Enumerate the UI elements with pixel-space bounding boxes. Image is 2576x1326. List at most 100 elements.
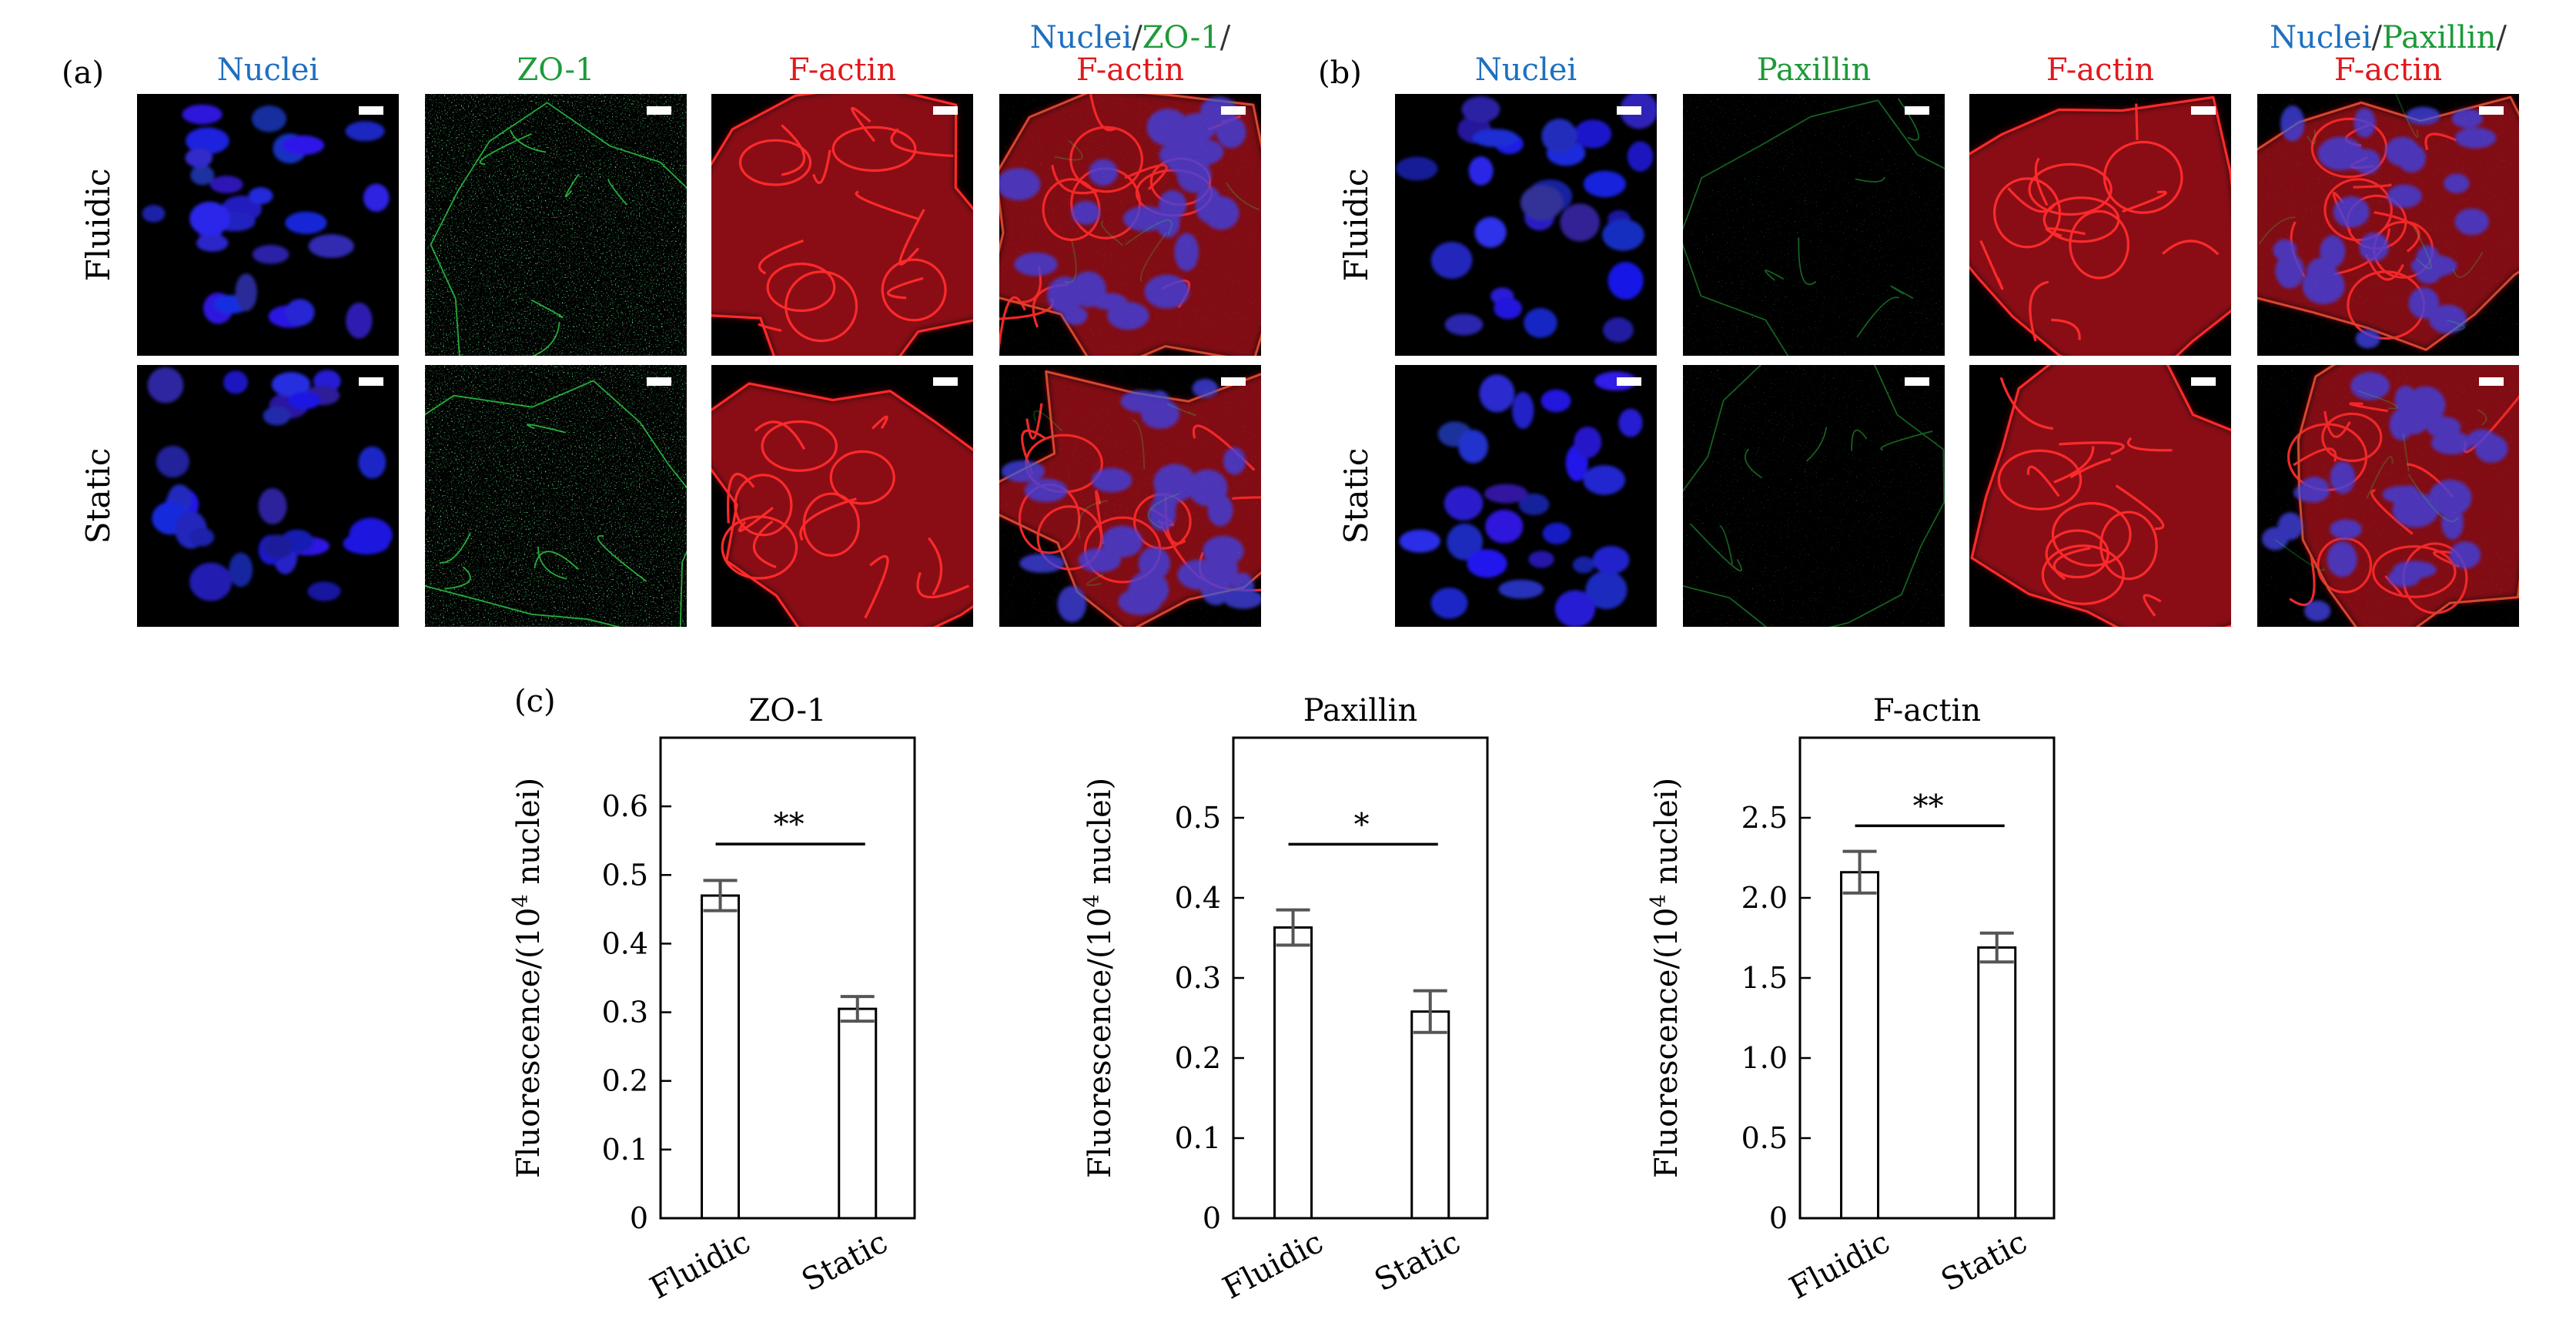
micrograph-grid [137, 94, 2519, 627]
chart-paxillin-bar-static [1410, 1010, 1450, 1220]
panel-b-fluidic-paxillin-image-scale-bar [1905, 106, 1929, 115]
panel-b-header-3: F-actin [2046, 52, 2154, 88]
chart-zo-1-ytick-label-2: 0.2 [602, 1064, 648, 1098]
panel-b-header-4: Nuclei/Paxillin/ [2270, 20, 2507, 55]
panel-a-label: (a) [62, 55, 104, 91]
panel-a-header-2: ZO-1 [517, 52, 594, 88]
chart-f-actin-ytick-label-5: 2.5 [1741, 801, 1788, 835]
chart-f-actin-ytick-label-3: 1.5 [1741, 961, 1788, 995]
panel-b-header-4-part-4: / [2496, 20, 2507, 55]
panel-a-static-zo1-image [425, 365, 687, 627]
chart-paxillin-errorbar-fluidic [1276, 908, 1310, 947]
chart-f-actin-ytick-label-2: 1.0 [1741, 1041, 1788, 1075]
row-labels: Fluidic Static Fluidic Static [79, 169, 1375, 544]
chart-paxillin-errorbar-static [1413, 989, 1447, 1034]
panel-a-header-4-part-4: / [1220, 20, 1231, 55]
panel-b-fluidic-nuclei-image [1395, 94, 1657, 356]
chart-f-actin-ytick-label-4: 2.0 [1741, 881, 1788, 915]
chart-zo-1-errorbar-fluidic [703, 879, 738, 912]
chart-f-actin-xtick-label-static: Static [1935, 1224, 2032, 1298]
panel-b-header-2: Paxillin [1757, 52, 1871, 88]
panel-a-header-4-part-3: ZO-1 [1142, 20, 1220, 55]
chart-paxillin-significance-label: * [1354, 807, 1370, 842]
panel-a-header-4-part-1: Nuclei [1030, 20, 1132, 55]
chart-zo-1-ylabel: Fluorescence/(104 nuclei) [509, 778, 547, 1178]
chart-f-actin-xtick-label-fluidic: Fluidic [1784, 1224, 1895, 1306]
chart-paxillin-ytick-label-3: 0.3 [1175, 961, 1221, 995]
panel-b-fluidic-paxillin-image [1683, 94, 1945, 356]
panel-b-static-paxillin-image [1683, 365, 1945, 627]
chart-zo-1-xtick-label-fluidic: Fluidic [644, 1224, 756, 1306]
chart-paxillin-ytick-label-1: 0.1 [1175, 1121, 1221, 1155]
panel-b-static-merge-image-scale-bar [2479, 377, 2504, 386]
panel-a-static-zo1-image-scale-bar [647, 377, 671, 386]
panel-b-fluidic-factin-image [1969, 94, 2231, 356]
chart-f-actin-errorbar-static [1979, 931, 2014, 964]
panel-a-fluidic-nuclei-image [137, 94, 399, 356]
chart-paxillin-ytick-label-2: 0.2 [1175, 1041, 1221, 1075]
panel-b-static-nuclei-image [1395, 365, 1657, 627]
chart-zo-1-title: ZO-1 [748, 693, 826, 728]
chart-zo-1-xtick-label-static: Static [796, 1224, 893, 1298]
panel-b-header-1: Nuclei [1475, 52, 1577, 88]
panel-b-header-4-part-1: Nuclei [2270, 20, 2371, 55]
chart-f-actin-ytick-label-0: 0 [1769, 1201, 1788, 1235]
panel-a-header-1: Nuclei [217, 52, 319, 88]
chart-paxillin-ytick-label-0: 0 [1203, 1201, 1221, 1235]
panel-a-static-factin-image-scale-bar [933, 377, 958, 386]
chart-zo-1-errorbar-static [840, 995, 875, 1023]
panel-b-fluidic-merge-image-scale-bar [2479, 106, 2504, 115]
panel-a-header-4-line2: F-actin [1076, 52, 1184, 88]
panel-a-header-3: F-actin [788, 52, 896, 88]
chart-f-actin-title: F-actin [1873, 693, 1981, 728]
panel-b-fluidic-nuclei-image-scale-bar [1617, 106, 1641, 115]
panel-a-fluidic-zo1-image [425, 94, 687, 356]
chart-zo-1-ytick-label-3: 0.3 [602, 996, 648, 1030]
panel-a-row-label-fluidic: Fluidic [79, 169, 117, 282]
panel-c-label: (c) [514, 684, 556, 719]
chart-f-actin-errorbar-fluidic [1842, 849, 1877, 895]
panel-b-row-label-static: Static [1337, 448, 1375, 544]
panel-b-static-factin-image-scale-bar [2191, 377, 2216, 386]
chart-paxillin-ylabel: Fluorescence/(104 nuclei) [1080, 778, 1118, 1178]
panel-b-label: (b) [1318, 55, 1362, 91]
chart-f-actin-ytick-label-1: 0.5 [1741, 1121, 1788, 1155]
panel-a-fluidic-merge-image-scale-bar [1221, 106, 1246, 115]
chart-zo-1-frame [659, 736, 916, 1220]
panel-a-fluidic-factin-image-scale-bar [933, 106, 958, 115]
chart-zo-1-ytick-label-1: 0.1 [602, 1133, 648, 1167]
chart-f-actin-bar-static [1977, 946, 2017, 1220]
panel-b-fluidic-merge-image [2257, 94, 2519, 356]
panel-a-header-4: Nuclei/ZO-1/ [1030, 20, 1231, 55]
chart-f-actin-significance-label: ** [1913, 789, 1944, 824]
chart-paxillin-bar-fluidic [1273, 926, 1313, 1220]
panel-a-static-merge-image [999, 365, 1261, 627]
panel-b-header-3-part-1: F-actin [2046, 52, 2154, 88]
chart-zo-1-ytick-label-0: 0 [630, 1201, 648, 1235]
panel-a-fluidic-factin-image [711, 94, 973, 356]
panel-b-row-label-fluidic: Fluidic [1337, 169, 1375, 282]
panel-b-static-nuclei-image-scale-bar [1617, 377, 1641, 386]
panel-b-header-4-part-2: / [2371, 20, 2382, 55]
panel-b-header-1-part-1: Nuclei [1475, 52, 1577, 88]
panel-a-static-nuclei-image [137, 365, 399, 627]
chart-paxillin: Paxillin 0 0.1 0.2 0.3 0.4 0.5 Fluorescence/(10… [1080, 693, 1489, 1307]
panel-a-fluidic-merge-image [999, 94, 1261, 356]
chart-zo-1-ytick-label-5: 0.5 [602, 858, 648, 892]
panel-a-fluidic-zo1-image-scale-bar [647, 106, 671, 115]
chart-zo-1-ytick-label-6: 0.6 [602, 789, 648, 823]
chart-paxillin-ytick-label-4: 0.4 [1175, 881, 1221, 915]
chart-zo-1: ZO-1 0 0.1 0.2 0.3 0.4 0.5 0.6 Fluorescence/(104… [509, 693, 916, 1307]
chart-zo-1-ytick-label-4: 0.4 [602, 926, 648, 960]
chart-paxillin-ytick-label-5: 0.5 [1175, 801, 1221, 835]
panel-b-static-factin-image [1969, 365, 2231, 627]
panel-a-row-label-static: Static [79, 448, 117, 544]
panel-a-static-factin-image [711, 365, 973, 627]
bar-charts: ZO-1 0 0.1 0.2 0.3 0.4 0.5 0.6 Fluorescence/(104… [509, 693, 2056, 1307]
chart-f-actin-bar-fluidic [1840, 871, 1880, 1220]
panel-a-static-merge-image-scale-bar [1221, 377, 1246, 386]
chart-zo-1-bar-fluidic [701, 894, 741, 1220]
panel-a-fluidic-nuclei-image-scale-bar [359, 106, 383, 115]
chart-f-actin: F-actin 0 0.5 1.0 1.5 2.0 2.5 Fluorescence/(104… [1647, 693, 2056, 1307]
